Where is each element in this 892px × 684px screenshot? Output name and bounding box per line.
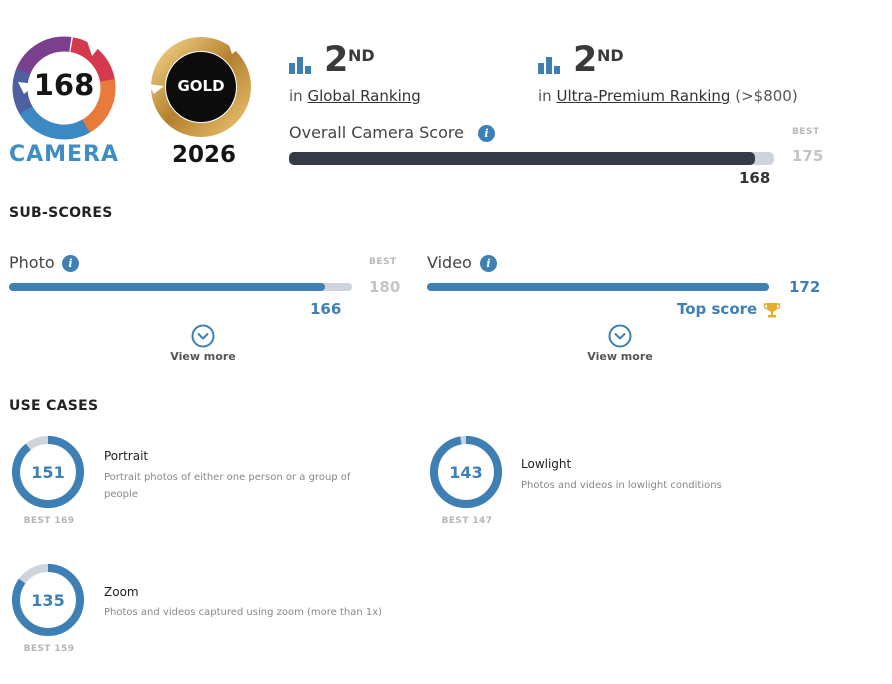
- overall-score-value: 168: [739, 169, 771, 187]
- ranking-caption: in Ultra-Premium Ranking (>$800): [538, 87, 798, 105]
- zoom-score-value: 135: [31, 591, 65, 610]
- use-case-zoom[interactable]: 135 BEST 159 Zoom Photos and videos capt…: [10, 562, 410, 658]
- ranking-position: 2: [573, 40, 598, 80]
- use-case-portrait[interactable]: 151 BEST 169 Portrait Portrait photos of…: [10, 434, 400, 530]
- video-info-icon[interactable]: i: [480, 255, 497, 272]
- lowlight-score-value: 143: [449, 463, 483, 482]
- lowlight-best-value: BEST 147: [441, 516, 493, 526]
- camera-score-badge: 168 CAMERA: [8, 32, 128, 168]
- award-year: 2026: [171, 142, 236, 168]
- camera-label: CAMERA: [8, 142, 120, 167]
- view-more-label: View more: [170, 350, 236, 363]
- video-score-fill: [427, 283, 769, 291]
- view-more-label: View more: [587, 350, 653, 363]
- ranking-prefix: in: [289, 87, 303, 105]
- ranking-suffix: ND: [348, 46, 375, 65]
- camera-score-value: 168: [33, 68, 95, 102]
- zoom-best-value: BEST 159: [23, 644, 75, 654]
- overall-best-value: 175: [792, 147, 824, 165]
- zoom-title: Zoom: [104, 585, 139, 599]
- camera-badge-ring-icon: [12, 36, 116, 140]
- video-score-bar: [427, 283, 769, 291]
- global-ranking: 2 ND in Global Ranking: [289, 40, 529, 110]
- top-score-text: Top score: [677, 300, 758, 318]
- global-ranking-link[interactable]: Global Ranking: [307, 87, 421, 105]
- zoom-score-ring: [12, 564, 84, 636]
- photo-label: Photo: [9, 253, 55, 272]
- portrait-score-value: 151: [31, 463, 65, 482]
- overall-best-label: BEST: [792, 127, 820, 137]
- lowlight-description: Photos and videos in lowlight conditions: [521, 480, 722, 491]
- photo-score-bar: [9, 283, 352, 291]
- photo-best-label: BEST: [369, 257, 397, 267]
- ranking-position: 2: [324, 40, 349, 80]
- trophy-icon: [763, 303, 781, 318]
- overall-info-icon[interactable]: i: [478, 125, 495, 142]
- overall-score-fill: [289, 152, 755, 165]
- video-score-value: 172: [789, 278, 821, 296]
- use-case-lowlight[interactable]: 143 BEST 147 Lowlight Photos and videos …: [428, 434, 828, 530]
- ranking-caption: in Global Ranking: [289, 87, 421, 105]
- ultra-premium-ranking-link[interactable]: Ultra-Premium Ranking: [556, 87, 731, 105]
- ranking-bars-icon: [289, 57, 311, 74]
- top-score-label: Top score: [677, 300, 757, 318]
- overall-score-bar: [289, 152, 774, 165]
- chevron-down-icon: [191, 324, 215, 348]
- photo-view-more[interactable]: View more: [158, 324, 248, 368]
- ultra-premium-ranking: 2 ND in Ultra-Premium Ranking (>$800): [538, 40, 838, 110]
- photo-best-value: 180: [369, 278, 401, 296]
- lowlight-score-ring: [430, 436, 502, 508]
- subscores-title: SUB-SCORES: [9, 205, 113, 221]
- portrait-description: Portrait photos of either one person or …: [104, 472, 351, 500]
- gold-label: GOLD: [177, 77, 225, 95]
- portrait-best-value: BEST 169: [23, 516, 75, 526]
- video-label: Video: [427, 253, 472, 272]
- gold-award-badge: GOLD 2026: [146, 32, 256, 168]
- ranking-prefix: in: [538, 87, 552, 105]
- ranking-suffix: ND: [597, 46, 624, 65]
- photo-score-value: 166: [310, 300, 342, 318]
- ring-fill: [430, 436, 502, 508]
- ring-fill: [12, 564, 84, 636]
- ring-fill: [12, 436, 84, 508]
- lowlight-title: Lowlight: [521, 457, 572, 471]
- use-cases-title: USE CASES: [9, 398, 99, 414]
- video-view-more[interactable]: View more: [575, 324, 665, 368]
- photo-info-icon[interactable]: i: [62, 255, 79, 272]
- chevron-down-icon: [608, 324, 632, 348]
- zoom-description: Photos and videos captured using zoom (m…: [104, 607, 383, 618]
- ranking-bars-icon: [538, 57, 560, 74]
- portrait-title: Portrait: [104, 449, 149, 463]
- overall-score-label: Overall Camera Score: [289, 123, 464, 142]
- portrait-score-ring: [12, 436, 84, 508]
- price-segment: (>$800): [735, 87, 798, 105]
- photo-score-fill: [9, 283, 325, 291]
- gold-medal-icon: [148, 36, 251, 137]
